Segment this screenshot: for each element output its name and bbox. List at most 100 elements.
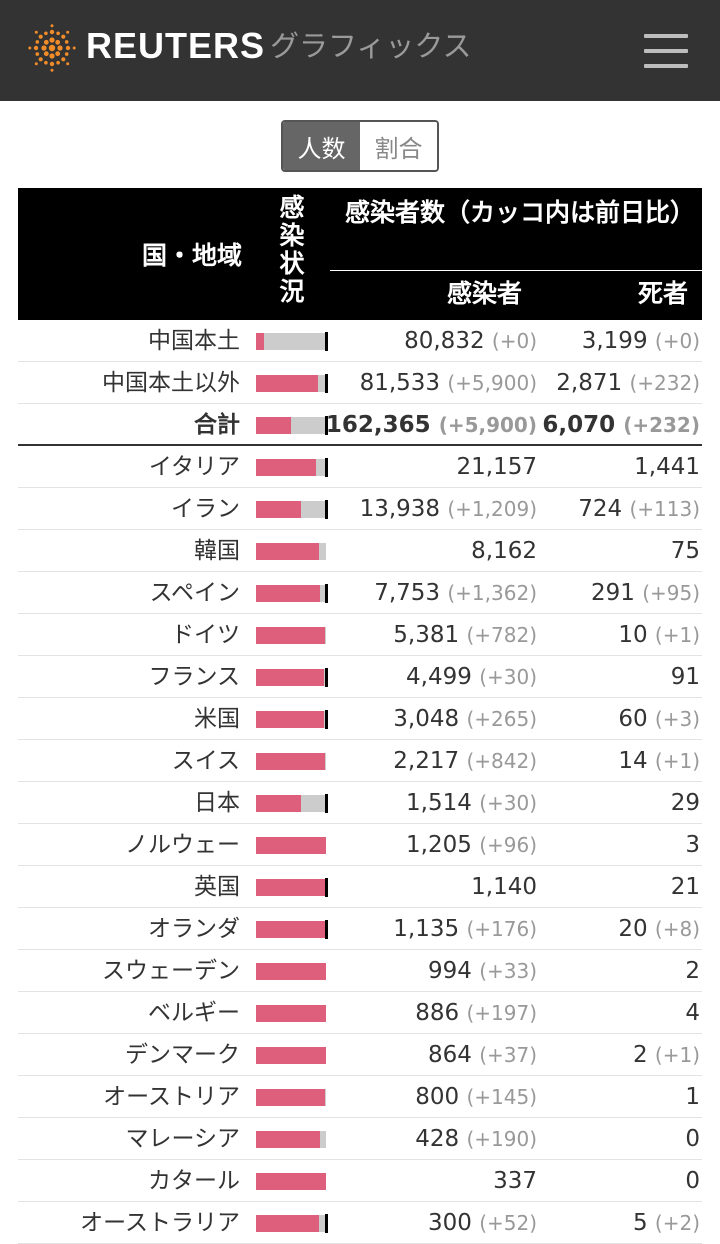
cases-delta: (+30)	[479, 791, 537, 815]
table-row: ノルウェー 1,205 (+96) 3	[18, 824, 702, 866]
brand-name[interactable]: REUTERS	[86, 25, 266, 66]
deaths-cell: 291 (+95)	[591, 572, 700, 614]
status-bar-dead-marker	[325, 458, 328, 477]
status-bar-infected	[256, 837, 326, 854]
status-bar-dead-marker	[325, 794, 328, 813]
status-bar-infected	[256, 459, 316, 476]
deaths-cell: 91	[671, 656, 700, 698]
status-bar-infected	[256, 1047, 326, 1064]
cases-cell: 8,162	[471, 530, 537, 572]
cases-value: 3,048	[393, 706, 460, 732]
reuters-dots-logo-icon	[28, 24, 76, 72]
deaths-cell: 2,871 (+232)	[556, 362, 700, 404]
table-body: 中国本土 80,832 (+0) 3,199 (+0) 中国本土以外 81,533 (+…	[18, 320, 702, 1244]
table-row: オーストラリア 300 (+52) 5 (+2)	[18, 1202, 702, 1244]
status-bar	[256, 1131, 326, 1148]
toggle-count-option[interactable]: 人数	[283, 122, 360, 170]
deaths-value: 10	[618, 622, 648, 648]
cases-value: 8,162	[471, 538, 537, 564]
deaths-delta: (+0)	[654, 329, 700, 353]
status-bar-infected	[256, 1215, 319, 1232]
header-divider	[330, 270, 702, 271]
cases-delta: (+1,362)	[447, 581, 537, 605]
table-row: 中国本土以外 81,533 (+5,900) 2,871 (+232)	[18, 362, 702, 404]
status-bar	[256, 332, 328, 351]
cases-delta: (+842)	[466, 749, 537, 773]
deaths-cell: 2	[685, 950, 700, 992]
cases-cell: 81,533 (+5,900)	[360, 362, 537, 404]
status-bar-dead-marker	[325, 878, 328, 897]
table-row: オーストリア 800 (+145) 1	[18, 1076, 702, 1118]
table-row: 日本 1,514 (+30) 29	[18, 782, 702, 824]
deaths-cell: 1	[685, 1076, 700, 1118]
deaths-value: 2	[632, 1042, 648, 1068]
column-header-deaths: 死者	[637, 279, 688, 308]
status-bar-infected	[256, 711, 324, 728]
status-bar	[256, 668, 328, 687]
deaths-cell: 2 (+1)	[633, 1034, 700, 1076]
table-row: 中国本土 80,832 (+0) 3,199 (+0)	[18, 320, 702, 362]
country-name: オランダ	[148, 916, 240, 942]
cases-cell: 1,514 (+30)	[406, 782, 537, 824]
status-bar	[256, 500, 328, 519]
table-row: スペイン 7,753 (+1,362) 291 (+95)	[18, 572, 702, 614]
status-bar-infected	[256, 627, 325, 644]
brand-subtitle: グラフィックス	[270, 29, 472, 63]
deaths-value: 1	[685, 1084, 700, 1110]
cases-value: 1,514	[406, 790, 472, 816]
table-row: 英国 1,140 21	[18, 866, 702, 908]
cases-delta: (+190)	[466, 1127, 537, 1151]
cases-cell: 800 (+145)	[415, 1076, 537, 1118]
cases-delta: (+5,900)	[438, 413, 537, 437]
country-name: スペイン	[149, 580, 240, 606]
status-bar	[256, 1089, 326, 1106]
status-bar-dead-marker	[325, 500, 328, 519]
table-header: 国・地域 感 染 状 況 感染者数（カッコ内は前日比） 感染者 死者	[18, 188, 702, 320]
cases-value: 428	[415, 1126, 460, 1152]
toggle-ratio-option[interactable]: 割合	[360, 122, 437, 170]
cases-cell: 886 (+197)	[415, 992, 537, 1034]
country-name: フランス	[148, 664, 240, 690]
country-name: 中国本土	[148, 328, 240, 354]
status-header-char: 状	[279, 249, 305, 278]
country-name: マレーシア	[125, 1126, 240, 1152]
cases-delta: (+197)	[466, 1001, 537, 1025]
country-name: オーストラリア	[80, 1210, 240, 1236]
table-row: ベルギー 886 (+197) 4	[18, 992, 702, 1034]
status-bar-infected	[256, 921, 325, 938]
deaths-value: 2,871	[556, 370, 623, 396]
deaths-value: 2	[685, 958, 700, 984]
status-bar-infected	[256, 963, 326, 980]
status-bar-infected	[256, 1005, 326, 1022]
deaths-cell: 29	[671, 782, 700, 824]
deaths-value: 4	[685, 1000, 700, 1026]
country-name: 英国	[194, 874, 240, 900]
column-header-status: 感 染 状 況	[274, 194, 310, 306]
status-bar-dead-marker	[325, 668, 328, 687]
status-bar-dead-marker	[325, 710, 328, 729]
status-bar-infected	[256, 543, 319, 560]
cases-value: 21,157	[456, 454, 537, 480]
deaths-delta: (+8)	[654, 917, 700, 941]
deaths-value: 60	[618, 706, 648, 732]
deaths-value: 1,441	[634, 454, 700, 480]
deaths-value: 291	[590, 580, 635, 606]
country-name: 中国本土以外	[102, 370, 240, 396]
deaths-value: 91	[670, 664, 700, 690]
status-bar-dead-marker	[325, 1214, 328, 1233]
cases-cell: 337	[493, 1160, 537, 1202]
deaths-value: 0	[685, 1126, 700, 1152]
cases-value: 5,381	[393, 622, 460, 648]
status-bar-dead-marker	[325, 920, 328, 939]
country-name: ベルギー	[148, 1000, 240, 1026]
cases-cell: 994 (+33)	[428, 950, 537, 992]
cases-value: 7,753	[374, 580, 441, 606]
deaths-cell: 60 (+3)	[618, 698, 700, 740]
status-bar	[256, 878, 328, 897]
country-name: 米国	[194, 706, 240, 732]
deaths-cell: 0	[685, 1160, 700, 1202]
country-name: イタリア	[148, 454, 240, 480]
cases-value: 864	[427, 1042, 472, 1068]
hamburger-menu-icon[interactable]	[644, 34, 688, 68]
status-bar	[256, 1047, 326, 1064]
